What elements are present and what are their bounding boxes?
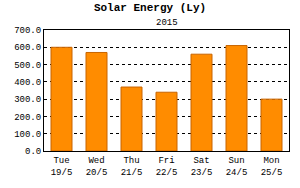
svg-text:600.0: 600.0 xyxy=(14,43,41,53)
svg-text:Solar Energy (Ly): Solar Energy (Ly) xyxy=(94,2,206,14)
svg-text:400.0: 400.0 xyxy=(14,78,41,88)
svg-text:Wed20/5: Wed20/5 xyxy=(86,156,108,178)
svg-text:200.0: 200.0 xyxy=(14,113,41,123)
svg-text:100.0: 100.0 xyxy=(14,130,41,140)
svg-text:300.0: 300.0 xyxy=(14,95,41,105)
svg-text:Sat23/5: Sat23/5 xyxy=(191,156,213,178)
svg-text:2015: 2015 xyxy=(156,18,178,28)
svg-text:Sun24/5: Sun24/5 xyxy=(226,156,248,178)
svg-text:Thu21/5: Thu21/5 xyxy=(121,156,143,178)
svg-text:Fri22/5: Fri22/5 xyxy=(156,156,178,178)
svg-text:700.0: 700.0 xyxy=(14,26,41,36)
svg-text:0.0: 0.0 xyxy=(25,147,41,157)
svg-text:Mon25/5: Mon25/5 xyxy=(261,156,283,178)
svg-text:500.0: 500.0 xyxy=(14,61,41,71)
svg-text:Tue19/5: Tue19/5 xyxy=(51,156,73,178)
